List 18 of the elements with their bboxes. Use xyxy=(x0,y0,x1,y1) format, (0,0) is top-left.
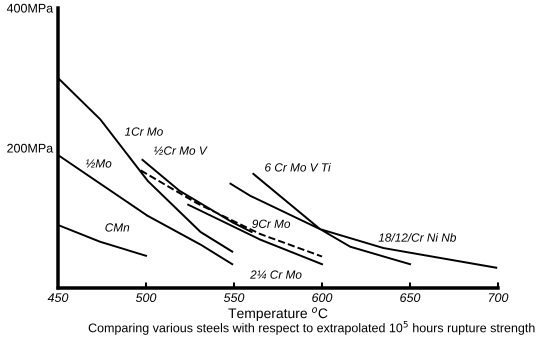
x-tick-label: 650 xyxy=(400,293,420,302)
y-tick-label: 200MPa xyxy=(7,144,54,153)
series-label: 6 Cr Mo V Ti xyxy=(265,162,331,172)
y-tick-label: 400MPa xyxy=(6,4,54,13)
series-label: 9Cr Mo xyxy=(252,220,290,228)
x-tick-label: 500 xyxy=(136,293,156,302)
series-label: 18/12/Cr Ni Nb xyxy=(378,233,456,242)
text: Comparing various steels with respect to extrapolated 10$^{5}$ hours rupture strength xyxy=(88,321,534,335)
x-tick-label: 550 xyxy=(224,293,244,302)
x-tick-label: 700 xyxy=(488,293,508,302)
x-tick-label: 600 xyxy=(312,293,332,302)
series-label: ½Mo xyxy=(86,159,112,168)
series-label: CMn xyxy=(105,223,130,232)
series-label: ½Cr Mo V xyxy=(154,146,208,155)
x-axis-title: Temperature $^{o}$C xyxy=(228,307,328,321)
series-label: 2¼ Cr Mo xyxy=(250,270,302,279)
series-label: 1Cr Mo xyxy=(124,127,163,136)
x-tick-label: 450 xyxy=(48,293,68,302)
